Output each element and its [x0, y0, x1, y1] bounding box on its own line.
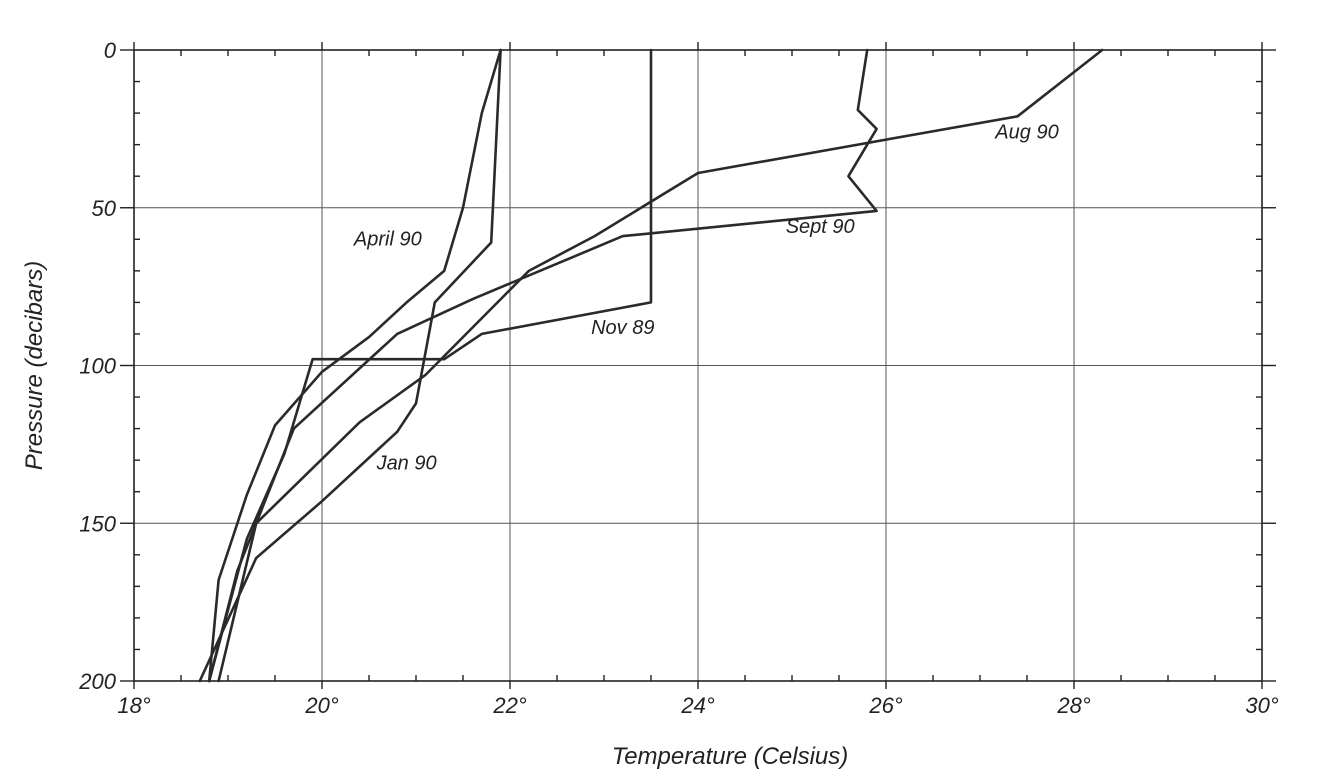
series-label-nov-89: Nov 89	[591, 317, 654, 339]
series-label-sept-90: Sept 90	[786, 216, 855, 238]
series-line-april-90	[207, 48, 502, 683]
x-tick-labels: 18° 20° 22° 24° 26° 28° 30°	[117, 693, 1278, 718]
y-tick-label: 50	[92, 196, 117, 221]
y-tick-label: 150	[79, 511, 116, 536]
x-tick-label: 26°	[868, 693, 902, 718]
x-tick-label: 24°	[680, 693, 714, 718]
series-label-aug-90: Aug 90	[994, 121, 1058, 143]
series-lines	[198, 48, 1104, 683]
x-axis-title: Temperature (Celsius)	[612, 743, 849, 770]
series-label-jan-90: Jan 90	[376, 453, 437, 475]
series-label-april-90: April 90	[353, 229, 422, 251]
series-annotations: April 90 Aug 90 Sept 90 Nov 89 Jan 90	[353, 121, 1059, 474]
y-tick-label: 200	[78, 669, 116, 694]
x-tick-label: 28°	[1056, 693, 1090, 718]
minor-ticks	[120, 42, 1276, 689]
y-axis-title: Pressure (decibars)	[21, 261, 48, 470]
x-tick-label: 20°	[304, 693, 338, 718]
plot-frame	[133, 49, 1263, 682]
series-line-nov-89	[207, 48, 653, 683]
series-line-jan-90	[198, 48, 502, 683]
series-line-aug-90	[217, 48, 1104, 683]
x-tick-label: 30°	[1245, 693, 1278, 718]
y-tick-label: 0	[104, 38, 117, 63]
x-tick-label: 22°	[492, 693, 526, 718]
y-tick-labels: 0 50 100 150 200	[78, 38, 116, 694]
x-tick-label: 18°	[117, 693, 150, 718]
y-tick-label: 100	[79, 354, 116, 379]
series-line-sept-90	[207, 48, 878, 683]
grid	[134, 50, 1262, 681]
